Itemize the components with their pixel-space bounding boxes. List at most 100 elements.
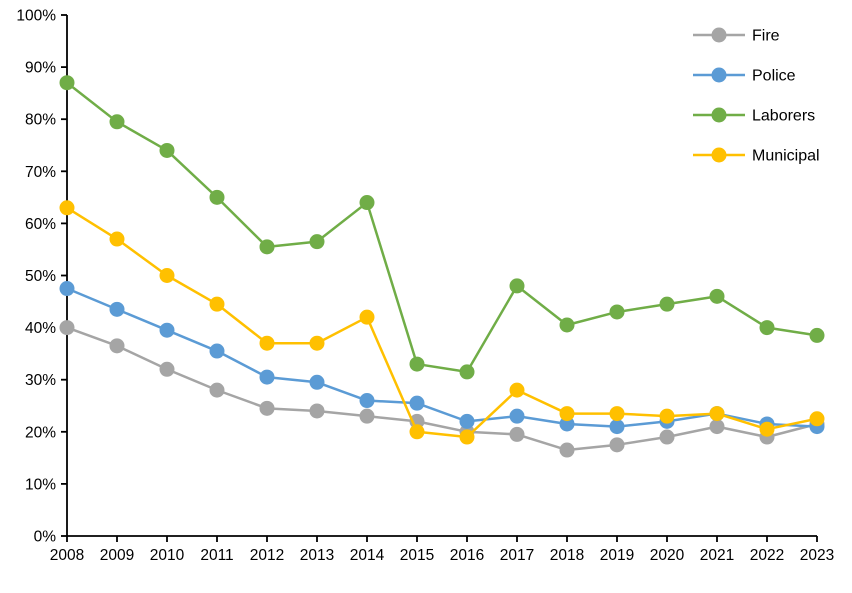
x-tick-label: 2014: [350, 547, 385, 564]
data-marker-police: [109, 301, 125, 317]
y-tick-label: 80%: [25, 112, 56, 129]
data-marker-municipal: [309, 335, 325, 351]
data-marker-municipal: [259, 335, 275, 351]
data-marker-fire: [359, 408, 375, 424]
data-marker-police: [59, 281, 75, 297]
data-marker-municipal: [409, 424, 425, 440]
x-tick-label: 2013: [300, 547, 334, 564]
y-tick-label: 60%: [25, 216, 56, 233]
data-marker-laborers: [409, 356, 425, 372]
data-marker-fire: [559, 442, 575, 458]
y-tick-label: 20%: [25, 424, 56, 441]
data-marker-municipal: [59, 200, 75, 216]
x-tick-label: 2023: [800, 547, 834, 564]
series-line-municipal: [66, 206, 818, 439]
y-tick-label: 70%: [25, 164, 56, 181]
data-marker-laborers: [59, 75, 75, 91]
data-marker-fire: [709, 419, 725, 435]
x-tick-label: 2012: [250, 547, 284, 564]
y-tick-label: 40%: [25, 320, 56, 337]
data-marker-police: [509, 408, 525, 424]
data-marker-fire: [159, 361, 175, 377]
data-marker-police: [409, 395, 425, 411]
data-marker-laborers: [159, 142, 175, 158]
legend-marker-fire: [711, 27, 727, 43]
data-marker-laborers: [109, 114, 125, 130]
legend-item-fire: Fire: [693, 27, 780, 45]
x-tick-label: 2017: [500, 547, 534, 564]
data-marker-police: [259, 369, 275, 385]
legend-item-police: Police: [693, 67, 796, 85]
data-marker-police: [559, 416, 575, 432]
data-marker-municipal: [509, 382, 525, 398]
data-marker-municipal: [359, 309, 375, 325]
data-marker-laborers: [809, 327, 825, 343]
x-tick-label: 2009: [100, 547, 134, 564]
data-marker-laborers: [609, 304, 625, 320]
data-marker-fire: [609, 437, 625, 453]
data-marker-laborers: [209, 189, 225, 205]
legend-item-laborers: Laborers: [693, 107, 815, 125]
series-line-fire: [66, 326, 818, 452]
x-tick-label: 2022: [750, 547, 784, 564]
data-marker-municipal: [209, 296, 225, 312]
data-marker-municipal: [609, 406, 625, 422]
legend-label-laborers: Laborers: [752, 108, 815, 125]
x-tick-label: 2020: [650, 547, 685, 564]
data-marker-fire: [109, 338, 125, 354]
data-marker-laborers: [459, 364, 475, 380]
data-marker-municipal: [159, 268, 175, 283]
y-tick-label: 90%: [25, 60, 56, 77]
x-tick-label: 2010: [150, 547, 185, 564]
series-line-laborers: [66, 81, 818, 374]
data-marker-police: [209, 343, 225, 359]
data-marker-municipal: [559, 406, 575, 422]
legend-label-fire: Fire: [752, 28, 780, 45]
data-marker-municipal: [759, 421, 775, 437]
data-marker-laborers: [559, 317, 575, 333]
x-tick-label: 2008: [50, 547, 84, 564]
data-marker-fire: [59, 320, 75, 336]
y-tick-label: 0%: [34, 529, 57, 546]
data-marker-fire: [509, 426, 525, 442]
data-marker-municipal: [459, 429, 475, 445]
data-marker-police: [309, 374, 325, 390]
data-marker-police: [359, 393, 375, 409]
data-marker-police: [459, 413, 475, 429]
legend-marker-municipal: [711, 147, 727, 163]
data-marker-municipal: [659, 408, 675, 424]
series-line-police: [66, 287, 818, 428]
y-tick-label: 10%: [25, 476, 56, 493]
legend-item-municipal: Municipal: [693, 147, 820, 165]
data-marker-fire: [309, 403, 325, 419]
data-marker-municipal: [109, 231, 125, 247]
data-marker-laborers: [259, 239, 275, 255]
x-tick-label: 2016: [450, 547, 484, 564]
x-tick-label: 2019: [600, 547, 634, 564]
y-tick-label: 100%: [16, 8, 56, 25]
data-marker-municipal: [809, 411, 825, 427]
data-marker-laborers: [309, 234, 325, 250]
y-tick-label: 30%: [25, 372, 56, 389]
data-marker-laborers: [359, 195, 375, 211]
data-marker-laborers: [709, 288, 725, 304]
data-marker-fire: [659, 429, 675, 445]
data-marker-laborers: [509, 278, 525, 294]
data-marker-laborers: [759, 320, 775, 336]
data-marker-fire: [209, 382, 225, 398]
legend-label-police: Police: [752, 68, 796, 85]
legend-marker-laborers: [711, 107, 727, 123]
data-marker-fire: [259, 400, 275, 416]
legend-marker-police: [711, 67, 727, 83]
data-marker-laborers: [659, 296, 675, 312]
x-tick-label: 2018: [550, 547, 584, 564]
data-marker-police: [159, 322, 175, 338]
x-tick-label: 2021: [700, 547, 734, 564]
data-marker-police: [609, 419, 625, 435]
data-marker-municipal: [709, 406, 725, 422]
legend-label-municipal: Municipal: [752, 148, 820, 165]
y-tick-label: 50%: [25, 268, 56, 285]
x-tick-label: 2011: [200, 547, 233, 564]
